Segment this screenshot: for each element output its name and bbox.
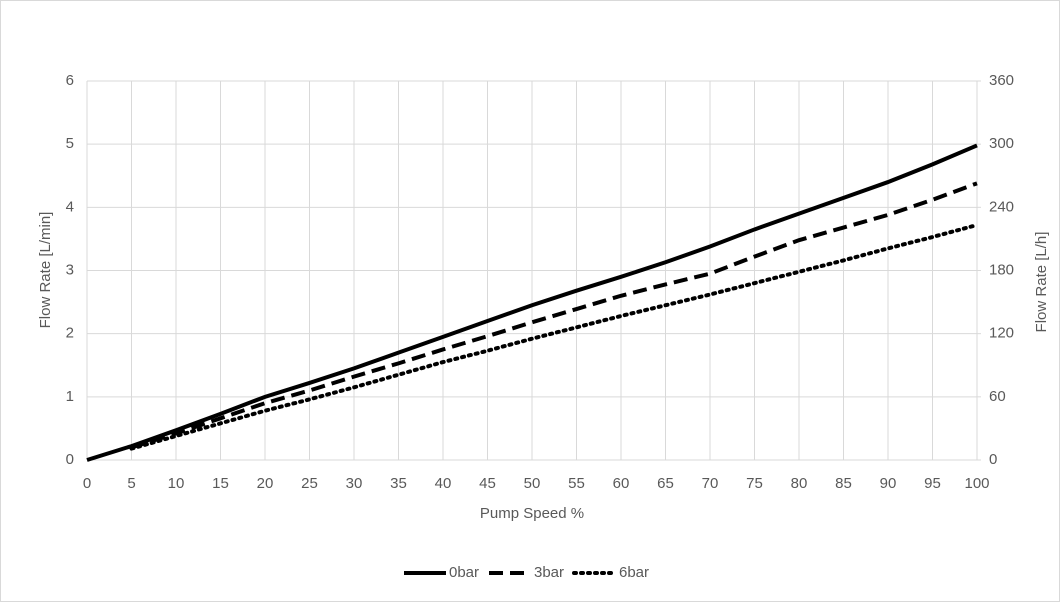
y-tick-label: 4: [66, 198, 74, 215]
series-line: [86, 143, 978, 462]
series-line: [129, 223, 979, 451]
x-tick-label: 65: [657, 475, 674, 492]
x-tick-label: 45: [479, 475, 496, 492]
x-tick-label: 20: [257, 475, 274, 492]
x-tick-label: 15: [212, 475, 229, 492]
x-tick-label: 30: [346, 475, 363, 492]
legend-label: 3bar: [534, 564, 564, 581]
x-tick-label: 75: [746, 475, 763, 492]
y-tick-label: 6: [66, 72, 74, 89]
y2-tick-label: 240: [989, 198, 1014, 215]
x-tick-label: 90: [880, 475, 897, 492]
x-tick-label: 60: [613, 475, 630, 492]
y2-tick-label: 360: [989, 72, 1014, 89]
y2-tick-label: 0: [989, 451, 997, 468]
x-tick-label: 70: [702, 475, 719, 492]
y-tick-label: 2: [66, 325, 74, 342]
series-line: [130, 181, 978, 450]
x-tick-label: 50: [524, 475, 541, 492]
y-tick-label: 1: [66, 388, 74, 405]
y-axis-title: Flow Rate [L/min]: [37, 212, 54, 329]
x-tick-label: 85: [835, 475, 852, 492]
x-tick-label: 10: [168, 475, 185, 492]
y2-tick-label: 300: [989, 135, 1014, 152]
y-tick-label: 3: [66, 261, 74, 278]
x-tick-label: 80: [791, 475, 808, 492]
y2-tick-label: 180: [989, 261, 1014, 278]
x-tick-label: 100: [964, 475, 989, 492]
y2-tick-label: 60: [989, 388, 1006, 405]
y2-axis-title: Flow Rate [L/h]: [1033, 232, 1050, 333]
x-tick-label: 5: [127, 475, 135, 492]
x-tick-label: 55: [568, 475, 585, 492]
y2-tick-label: 120: [989, 325, 1014, 342]
x-tick-label: 0: [83, 475, 91, 492]
x-axis-title: Pump Speed %: [480, 505, 584, 522]
x-tick-label: 40: [435, 475, 452, 492]
x-tick-label: 95: [924, 475, 941, 492]
y-tick-label: 5: [66, 135, 74, 152]
legend-label: 6bar: [619, 564, 649, 581]
y-tick-label: 0: [66, 451, 74, 468]
x-tick-label: 35: [390, 475, 407, 492]
x-tick-label: 25: [301, 475, 318, 492]
legend-label: 0bar: [449, 564, 479, 581]
